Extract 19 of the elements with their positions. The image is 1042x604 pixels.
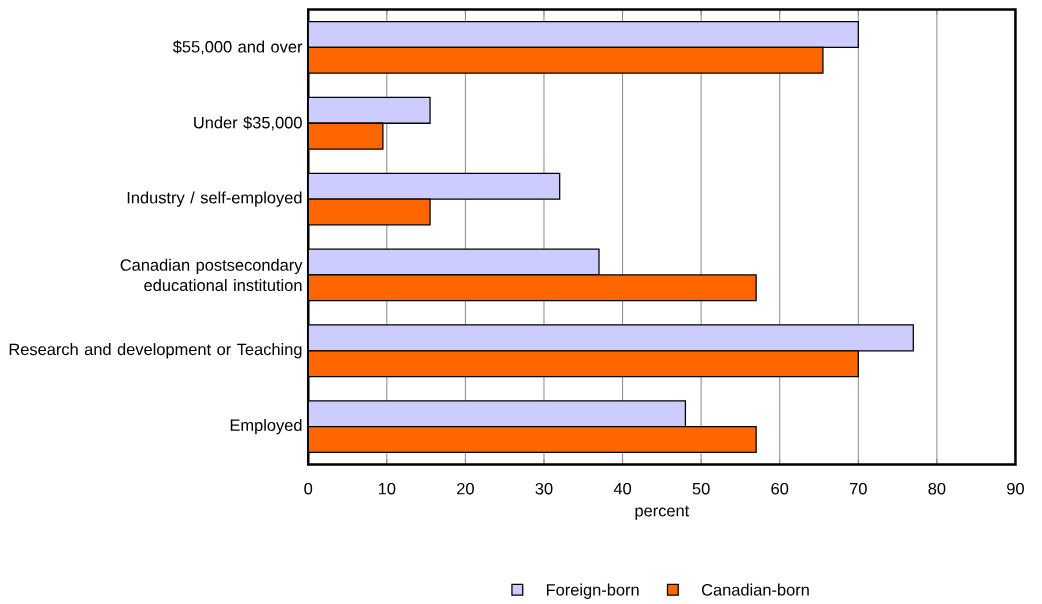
y-tick-label: Research and development or Teaching xyxy=(9,343,302,359)
x-tick-label: 40 xyxy=(613,482,632,495)
y-tick-label: Canadian postsecondary educational institution xyxy=(120,258,303,292)
legend-label: Foreign-born xyxy=(546,583,639,599)
x-tick-label: 0 xyxy=(304,482,313,495)
x-tick-label: 80 xyxy=(928,482,946,495)
y-tick-label: $55,000 and over xyxy=(172,40,303,55)
x-tick-label: 20 xyxy=(457,482,474,495)
x-tick-label: 50 xyxy=(692,482,710,495)
legend-label: Canadian-born xyxy=(701,583,809,596)
x-axis-title: percent xyxy=(635,505,690,520)
y-tick-label: Employed xyxy=(230,419,302,435)
x-tick-label: 30 xyxy=(535,482,553,495)
x-tick-label: 60 xyxy=(771,482,789,495)
x-tick-label: 70 xyxy=(850,482,867,495)
x-tick-label: 90 xyxy=(1007,482,1024,495)
x-tick-label: 10 xyxy=(378,482,396,495)
y-tick-label: Under $35,000 xyxy=(194,116,302,131)
y-tick-label: Industry / self-employed xyxy=(127,191,302,207)
